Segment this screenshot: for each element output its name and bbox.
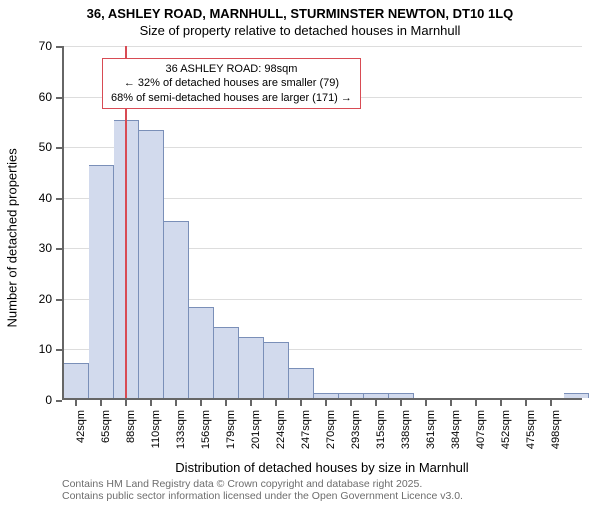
histogram-bar	[314, 393, 339, 398]
histogram-bar	[389, 393, 414, 398]
ytick-label: 30	[0, 241, 52, 255]
chart-title: 36, ASHLEY ROAD, MARNHULL, STURMINSTER N…	[0, 0, 600, 21]
histogram-bar	[139, 130, 164, 398]
xtick-label: 452sqm	[500, 410, 512, 510]
xtick-mark	[275, 400, 277, 406]
xtick-label: 110sqm	[150, 410, 162, 510]
annotation-line: 36 ASHLEY ROAD: 98sqm	[111, 62, 352, 76]
xtick-mark	[175, 400, 177, 406]
xtick-label: 270sqm	[325, 410, 337, 510]
xtick-mark	[100, 400, 102, 406]
xtick-label: 65sqm	[100, 410, 112, 510]
ytick-label: 70	[0, 39, 52, 53]
histogram-bar	[564, 393, 589, 398]
annotation-line: 68% of semi-detached houses are larger (…	[111, 91, 352, 105]
ytick-mark	[56, 46, 62, 48]
xtick-mark	[400, 400, 402, 406]
xtick-label: 88sqm	[125, 410, 137, 510]
histogram-bar	[89, 165, 114, 398]
ytick-mark	[56, 198, 62, 200]
xtick-mark	[350, 400, 352, 406]
ytick-label: 10	[0, 342, 52, 356]
ytick-mark	[56, 97, 62, 99]
annotation-line: ← 32% of detached houses are smaller (79…	[111, 76, 352, 90]
ytick-mark	[56, 299, 62, 301]
xtick-mark	[550, 400, 552, 406]
xtick-label: 475sqm	[525, 410, 537, 510]
ytick-label: 20	[0, 292, 52, 306]
ytick-label: 50	[0, 140, 52, 154]
ytick-label: 0	[0, 393, 52, 407]
xtick-mark	[450, 400, 452, 406]
chart-subtitle: Size of property relative to detached ho…	[0, 21, 600, 38]
xtick-mark	[325, 400, 327, 406]
ytick-mark	[56, 248, 62, 250]
xtick-label: 179sqm	[225, 410, 237, 510]
xtick-mark	[475, 400, 477, 406]
xtick-label: 384sqm	[450, 410, 462, 510]
ytick-label: 40	[0, 191, 52, 205]
xtick-label: 247sqm	[300, 410, 312, 510]
xtick-mark	[200, 400, 202, 406]
marker-annotation: 36 ASHLEY ROAD: 98sqm← 32% of detached h…	[102, 58, 361, 109]
histogram-bar	[214, 327, 239, 398]
xtick-label: 293sqm	[350, 410, 362, 510]
xtick-label: 338sqm	[400, 410, 412, 510]
xtick-mark	[525, 400, 527, 406]
histogram-bar	[239, 337, 264, 398]
xtick-label: 361sqm	[425, 410, 437, 510]
gridline	[64, 46, 582, 47]
xtick-mark	[425, 400, 427, 406]
histogram-bar	[64, 363, 89, 398]
xtick-label: 407sqm	[475, 410, 487, 510]
histogram-bar	[364, 393, 389, 398]
xtick-label: 224sqm	[275, 410, 287, 510]
xtick-label: 498sqm	[550, 410, 562, 510]
xtick-label: 201sqm	[250, 410, 262, 510]
xtick-mark	[75, 400, 77, 406]
ytick-mark	[56, 147, 62, 149]
xtick-label: 156sqm	[200, 410, 212, 510]
xtick-label: 133sqm	[175, 410, 187, 510]
xtick-mark	[375, 400, 377, 406]
histogram-bar	[339, 393, 364, 398]
xtick-label: 315sqm	[375, 410, 387, 510]
xtick-mark	[225, 400, 227, 406]
xtick-mark	[300, 400, 302, 406]
xtick-mark	[150, 400, 152, 406]
ytick-mark	[56, 400, 62, 402]
ytick-mark	[56, 349, 62, 351]
xtick-mark	[250, 400, 252, 406]
histogram-bar	[189, 307, 214, 398]
xtick-label: 42sqm	[75, 410, 87, 510]
xtick-mark	[125, 400, 127, 406]
ytick-label: 60	[0, 90, 52, 104]
histogram-bar	[164, 221, 189, 398]
histogram-bar	[264, 342, 289, 398]
histogram-bar	[289, 368, 314, 398]
xtick-mark	[500, 400, 502, 406]
